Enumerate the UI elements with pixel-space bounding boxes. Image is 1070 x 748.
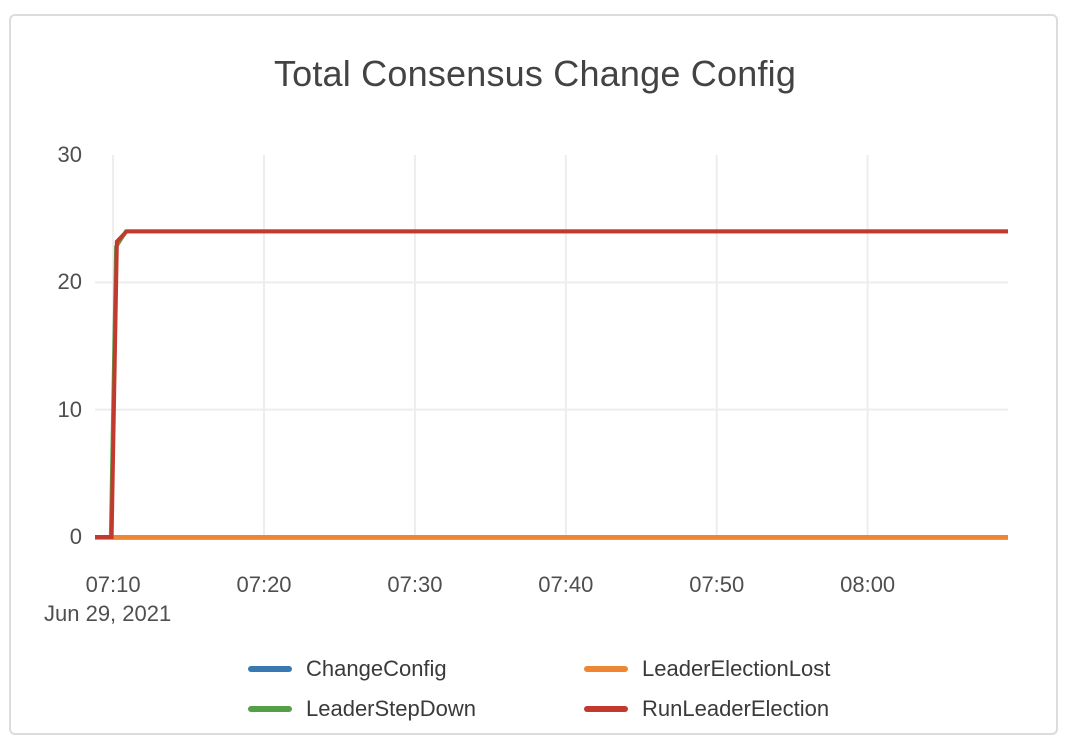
- chart-title: Total Consensus Change Config: [273, 53, 797, 94]
- legend-item-LeaderStepDown[interactable]: LeaderStepDown: [248, 696, 584, 722]
- y-axis-tick-label: 0: [69, 524, 82, 549]
- y-axis-tick-label: 20: [57, 269, 82, 295]
- legend-label: LeaderStepDown: [306, 696, 477, 721]
- legend: ChangeConfig LeaderElectionLost LeaderStep…: [248, 656, 920, 722]
- legend-label: ChangeConfig: [306, 656, 447, 681]
- y-axis-tick-label: 10: [57, 396, 82, 422]
- legend-label: LeaderElectionLost: [642, 656, 831, 681]
- legend-item-LeaderElectionLost[interactable]: LeaderElectionLost: [584, 656, 920, 682]
- legend-item-ChangeConfig[interactable]: ChangeConfig: [248, 656, 584, 682]
- x-axis-tick-label: 07:30: [387, 572, 443, 597]
- x-axis-tick-label: 08:00: [840, 572, 896, 597]
- legend-swatch-LeaderStepDown: [248, 706, 292, 712]
- y-axis-tick-label: 30: [57, 142, 82, 167]
- x-axis-date-label: Jun 29, 2021: [44, 601, 172, 626]
- series-line-LeaderStepDown: [95, 229, 1008, 539]
- chart-card: [9, 14, 1058, 735]
- x-axis-tick-label: 07:40: [538, 572, 594, 597]
- series-line-RunLeaderElection: [95, 229, 1008, 539]
- x-axis-tick-label: 07:50: [689, 572, 745, 597]
- x-axis-tick-label: 07:10: [85, 572, 141, 597]
- legend-swatch-ChangeConfig: [248, 666, 292, 672]
- legend-swatch-RunLeaderElection: [584, 706, 628, 712]
- x-axis-tick-label: 07:20: [236, 572, 292, 597]
- legend-item-RunLeaderElection[interactable]: RunLeaderElection: [584, 696, 920, 722]
- legend-swatch-LeaderElectionLost: [584, 666, 628, 672]
- legend-label: RunLeaderElection: [642, 696, 830, 721]
